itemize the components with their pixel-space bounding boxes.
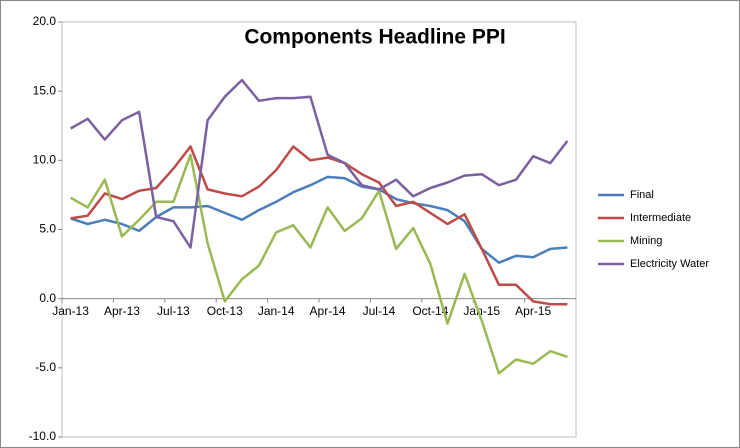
x-tick-label: Jan-15: [463, 304, 500, 318]
y-tick-label: 20.0: [33, 14, 57, 28]
series-line: [70, 145, 568, 306]
y-tick-label: -10.0: [29, 429, 57, 443]
x-tick-label: Oct-14: [412, 304, 448, 318]
x-tick-label: Oct-13: [207, 304, 243, 318]
x-tick-label: Jan-14: [258, 304, 295, 318]
x-tick-label: Apr-15: [515, 304, 551, 318]
chart-title: Components Headline PPI: [244, 26, 505, 49]
x-tick-label: Jul-13: [157, 304, 190, 318]
y-tick-label: -5.0: [35, 360, 56, 374]
series-line: [70, 175, 568, 264]
y-tick-label: 10.0: [33, 153, 57, 167]
series-line: [69, 78, 569, 249]
legend-label: Final: [630, 189, 654, 201]
x-tick-label: Apr-13: [104, 304, 140, 318]
y-tick-label: 5.0: [39, 222, 56, 236]
x-tick-label: Jan-13: [52, 304, 89, 318]
x-tick-label: Apr-14: [310, 304, 346, 318]
legend-label: Electricity Water: [630, 258, 709, 270]
y-tick-label: 15.0: [33, 83, 57, 97]
legend-label: Mining: [630, 235, 662, 247]
y-tick-label: 0.0: [39, 291, 56, 305]
legend-label: Intermediate: [630, 212, 691, 224]
x-tick-label: Jul-14: [363, 304, 396, 318]
